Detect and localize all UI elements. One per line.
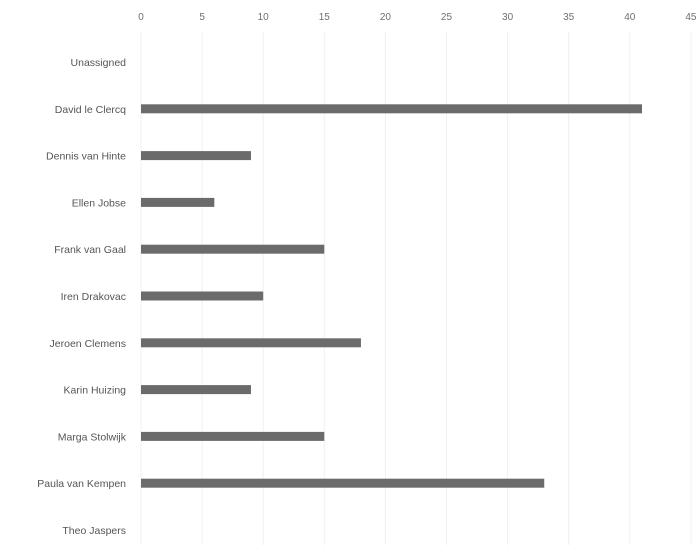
category-label: Paula van Kempen bbox=[37, 478, 126, 490]
x-axis-ticks: 0 5 10 15 20 25 30 35 40 45 bbox=[138, 12, 697, 23]
gridlines bbox=[140, 32, 692, 545]
category-label: Dennis van Hinte bbox=[46, 151, 126, 163]
x-tick-label: 35 bbox=[563, 12, 575, 23]
bar bbox=[141, 104, 642, 114]
bar bbox=[141, 431, 325, 441]
bar bbox=[141, 478, 545, 488]
bar bbox=[141, 291, 264, 301]
category-label: Marga Stolwijk bbox=[58, 431, 127, 443]
category-label: Unassigned bbox=[71, 57, 127, 69]
category-label: Karin Huizing bbox=[64, 385, 127, 397]
x-tick-label: 30 bbox=[502, 12, 514, 23]
category-label: David le Clercq bbox=[55, 104, 126, 116]
category-label: Ellen Jobse bbox=[72, 197, 126, 209]
category-labels: Unassigned David le Clercq Dennis van Hint… bbox=[37, 57, 126, 537]
category-label: Theo Jaspers bbox=[62, 525, 126, 537]
x-tick-label: 0 bbox=[138, 12, 144, 23]
category-label: Iren Drakovac bbox=[61, 291, 126, 303]
x-tick-label: 15 bbox=[319, 12, 331, 23]
bar bbox=[141, 385, 251, 395]
x-tick-label: 45 bbox=[685, 12, 697, 23]
x-tick-label: 40 bbox=[624, 12, 636, 23]
x-tick-label: 20 bbox=[380, 12, 392, 23]
x-tick-label: 10 bbox=[258, 12, 270, 23]
bars bbox=[141, 104, 642, 488]
bar bbox=[141, 338, 361, 348]
x-tick-label: 5 bbox=[199, 12, 205, 23]
bar bbox=[141, 151, 251, 161]
bar bbox=[141, 197, 215, 207]
category-label: Frank van Gaal bbox=[54, 244, 126, 256]
x-tick-label: 25 bbox=[441, 12, 453, 23]
bar bbox=[141, 244, 325, 254]
category-label: Jeroen Clemens bbox=[50, 338, 126, 350]
